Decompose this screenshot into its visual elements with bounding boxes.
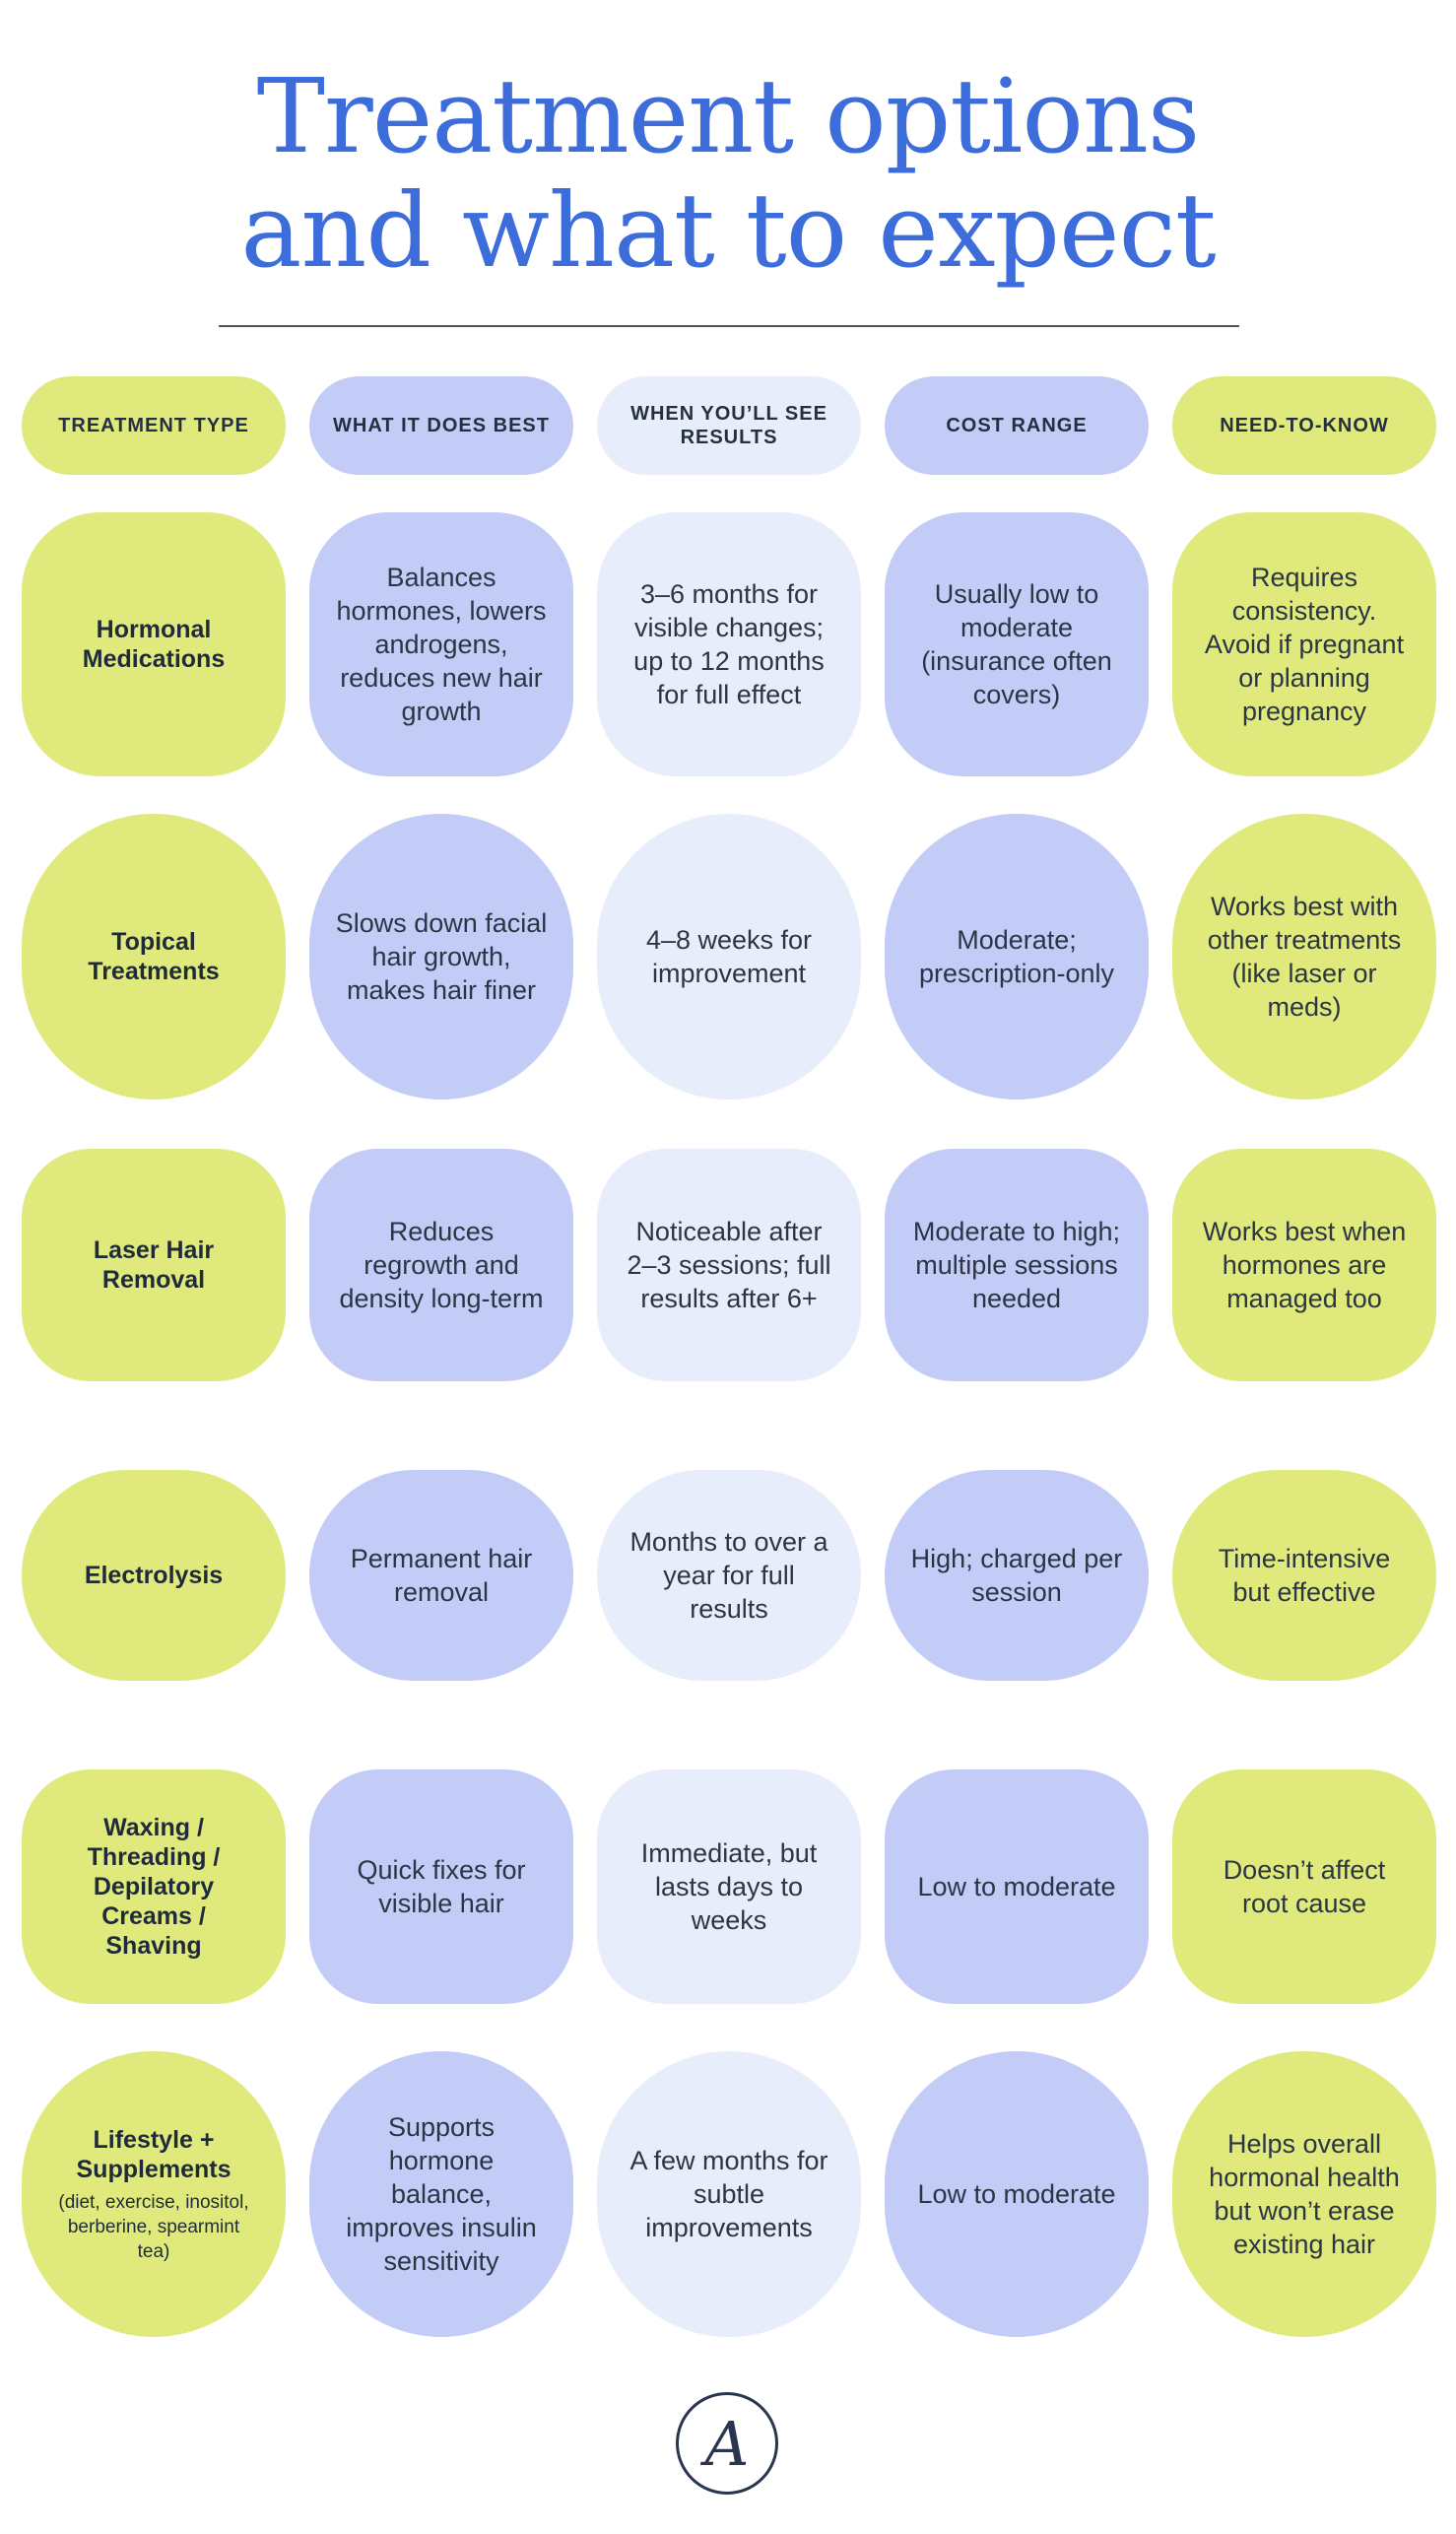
treatment-laser-hair-removal: Laser Hair Removal bbox=[22, 1149, 286, 1381]
header-what-it-does-best: WHAT IT DOES BEST bbox=[309, 376, 573, 475]
page-title: Treatment options and what to expect bbox=[0, 59, 1456, 288]
treatment-topical-treatments: Topical Treatments bbox=[22, 814, 286, 1100]
treatment-lifestyle-supplements: Lifestyle + Supplements (diet, exercise,… bbox=[22, 2051, 286, 2337]
treatment-electrolysis: Electrolysis bbox=[22, 1470, 286, 1681]
treatment-waxing-threading-creams-shaving: Waxing / Threading / Depilatory Creams /… bbox=[22, 1769, 286, 2004]
best-waxing-threading-creams-shaving: Quick fixes for visible hair bbox=[309, 1769, 573, 2004]
results-waxing-threading-creams-shaving: Immediate, but lasts days to weeks bbox=[597, 1769, 861, 2004]
need-waxing-threading-creams-shaving: Doesn’t affect root cause bbox=[1172, 1769, 1436, 2004]
need-hormonal-medications: Requires consistency. Avoid if pregnant … bbox=[1172, 512, 1436, 776]
header-need-to-know: NEED-TO-KNOW bbox=[1172, 376, 1436, 475]
best-laser-hair-removal: Reduces regrowth and density long-term bbox=[309, 1149, 573, 1381]
need-topical-treatments: Works best with other treatments (like l… bbox=[1172, 814, 1436, 1100]
treatment-lifestyle-label: Lifestyle + Supplements bbox=[76, 2125, 232, 2183]
header-treatment-type: TREATMENT TYPE bbox=[22, 376, 286, 475]
best-hormonal-medications: Balances hormones, lowers androgens, red… bbox=[309, 512, 573, 776]
brand-logo: A bbox=[676, 2392, 778, 2495]
header-cost-range: COST RANGE bbox=[885, 376, 1149, 475]
cost-topical-treatments: Moderate; prescription-only bbox=[885, 814, 1149, 1100]
best-electrolysis: Permanent hair removal bbox=[309, 1470, 573, 1681]
title-line-2: and what to expect bbox=[240, 170, 1216, 291]
cost-hormonal-medications: Usually low to moderate (insurance often… bbox=[885, 512, 1149, 776]
best-lifestyle-supplements: Supports hormone balance, improves insul… bbox=[309, 2051, 573, 2337]
title-divider bbox=[219, 325, 1239, 327]
treatment-hormonal-medications: Hormonal Medications bbox=[22, 512, 286, 776]
cost-laser-hair-removal: Moderate to high; multiple sessions need… bbox=[885, 1149, 1149, 1381]
title-line-1: Treatment options bbox=[256, 56, 1201, 176]
results-hormonal-medications: 3–6 months for visible changes; up to 12… bbox=[597, 512, 861, 776]
need-laser-hair-removal: Works best when hormones are managed too bbox=[1172, 1149, 1436, 1381]
header-when-results: WHEN YOU’LL SEE RESULTS bbox=[597, 376, 861, 475]
cost-waxing-threading-creams-shaving: Low to moderate bbox=[885, 1769, 1149, 2004]
cost-lifestyle-supplements: Low to moderate bbox=[885, 2051, 1149, 2337]
treatment-lifestyle-note: (diet, exercise, inositol, berberine, sp… bbox=[58, 2191, 249, 2262]
results-topical-treatments: 4–8 weeks for improvement bbox=[597, 814, 861, 1100]
cost-electrolysis: High; charged per session bbox=[885, 1470, 1149, 1681]
results-lifestyle-supplements: A few months for subtle improvements bbox=[597, 2051, 861, 2337]
results-electrolysis: Months to over a year for full results bbox=[597, 1470, 861, 1681]
results-laser-hair-removal: Noticeable after 2–3 sessions; full resu… bbox=[597, 1149, 861, 1381]
best-topical-treatments: Slows down facial hair growth, makes hai… bbox=[309, 814, 573, 1100]
need-electrolysis: Time-intensive but effective bbox=[1172, 1470, 1436, 1681]
need-lifestyle-supplements: Helps overall hormonal health but won’t … bbox=[1172, 2051, 1436, 2337]
